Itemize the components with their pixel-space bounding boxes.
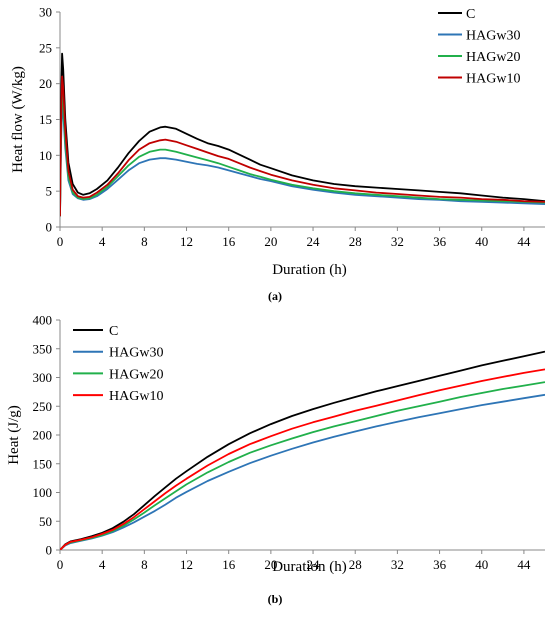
series-line-hagw10	[60, 368, 545, 550]
y-tick-label: 250	[33, 399, 53, 414]
x-tick-label: 40	[475, 557, 488, 572]
y-tick-label: 350	[33, 341, 53, 356]
heat-flow-chart: 0 5 10 15 20 25 30 0 4 8 12 16 20 24 28 32 36 40 44 C HAGw30…	[10, 5, 545, 303]
series-line-hagw20	[60, 89, 545, 217]
x-tick-label: 4	[99, 234, 106, 249]
legend-label-hagw10: HAGw10	[466, 72, 520, 87]
y-tick-label: 150	[33, 456, 53, 471]
legend-label-hagw10: HAGw10	[109, 389, 163, 404]
legend-label-c: C	[109, 324, 118, 339]
y-tick-label: 0	[46, 220, 53, 235]
series-line-hagw20	[60, 381, 545, 550]
x-tick-label: 28	[349, 234, 362, 249]
cumulative-heat-chart: 0 50 100 150 200 250 300 350 400 0 4 8 12 16 20 24 28 32 3…	[6, 313, 545, 606]
x-tick-label: 16	[222, 234, 236, 249]
x-tick-label: 12	[180, 557, 193, 572]
x-tick-label: 36	[433, 557, 447, 572]
y-tick-label: 20	[39, 76, 52, 91]
x-axis-title: Duration (h)	[272, 559, 347, 575]
y-tick-label: 200	[33, 428, 53, 443]
series-line-c	[60, 52, 545, 217]
legend-label-hagw30: HAGw30	[466, 29, 520, 44]
x-tick-label: 12	[180, 234, 193, 249]
x-tick-label: 32	[391, 234, 404, 249]
x-tick-label: 0	[57, 557, 64, 572]
legend-label-hagw20: HAGw20	[466, 50, 520, 65]
y-tick-label: 50	[39, 514, 52, 529]
panel-label: (b)	[268, 592, 283, 606]
y-tick-label: 100	[33, 485, 53, 500]
y-tick-label: 0	[46, 543, 53, 558]
x-tick-label: 20	[264, 557, 277, 572]
x-tick-label: 28	[349, 557, 362, 572]
series-line-hagw10	[60, 75, 545, 217]
series-line-c	[60, 350, 545, 550]
x-tick-label: 8	[141, 234, 148, 249]
y-axis-title: Heat flow (W/kg)	[10, 66, 26, 173]
x-tick-label: 44	[517, 234, 531, 249]
x-axis-title: Duration (h)	[272, 262, 347, 278]
series-line-hagw30	[60, 393, 545, 550]
x-tick-label: 32	[391, 557, 404, 572]
x-tick-label: 36	[433, 234, 447, 249]
x-tick-label: 24	[307, 557, 321, 572]
y-tick-label: 15	[39, 112, 52, 127]
x-tick-label: 0	[57, 234, 64, 249]
y-tick-label: 5	[46, 184, 53, 199]
y-tick-label: 300	[33, 370, 53, 385]
x-tick-label: 16	[222, 557, 236, 572]
x-tick-label: 20	[264, 234, 277, 249]
legend-label-c: C	[466, 7, 475, 22]
x-tick-label: 8	[141, 557, 148, 572]
panel-label: (a)	[268, 289, 282, 303]
y-tick-label: 10	[39, 148, 52, 163]
y-tick-label: 400	[33, 313, 53, 328]
x-tick-label: 24	[307, 234, 321, 249]
legend-label-hagw30: HAGw30	[109, 346, 163, 361]
y-tick-label: 25	[39, 40, 52, 55]
y-tick-label: 30	[39, 5, 52, 20]
y-axis-title: Heat (J/g)	[6, 405, 22, 465]
x-tick-label: 4	[99, 557, 106, 572]
x-tick-label: 44	[517, 557, 531, 572]
x-tick-label: 40	[475, 234, 488, 249]
legend-label-hagw20: HAGw20	[109, 367, 163, 382]
